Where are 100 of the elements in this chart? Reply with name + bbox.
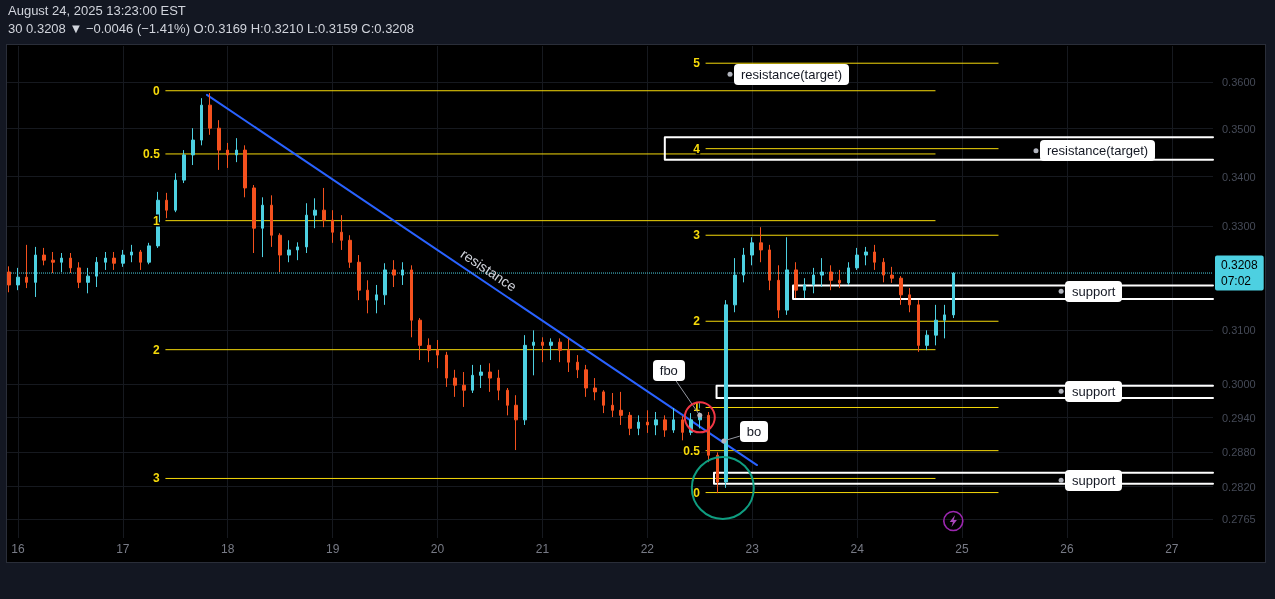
- candlestick: [427, 337, 431, 363]
- candlestick: [593, 377, 597, 401]
- candlestick: [523, 334, 527, 426]
- y-tick-label: 0.2880: [1222, 445, 1256, 458]
- candlestick: [313, 197, 317, 229]
- candlestick: [663, 414, 667, 438]
- candlestick: [147, 242, 151, 265]
- candlestick: [864, 246, 868, 266]
- x-tick-label: 20: [430, 542, 445, 556]
- candlestick: [462, 371, 466, 408]
- candlestick: [759, 226, 763, 263]
- x-tick-label: 18: [221, 542, 235, 556]
- candlestick: [497, 369, 500, 401]
- candlestick: [331, 209, 334, 244]
- candlestick: [322, 187, 326, 228]
- candlestick: [112, 251, 116, 271]
- x-tick-label: 26: [1060, 542, 1074, 556]
- series-label: 0.5: [683, 443, 701, 458]
- series-label: 2: [153, 342, 161, 357]
- annotation: resistance(target): [734, 63, 850, 85]
- candlestick: [908, 287, 911, 313]
- x-tick-label: 19: [325, 542, 340, 556]
- candlestick: [532, 329, 535, 376]
- candlestick: [287, 239, 291, 263]
- candlestick: [794, 261, 798, 299]
- candlestick: [838, 269, 841, 289]
- y-tick-label: 0.3400: [1222, 170, 1256, 183]
- candlestick: [943, 304, 946, 339]
- candlestick: [619, 391, 623, 426]
- candlestick: [855, 247, 859, 271]
- candlestick: [925, 329, 929, 351]
- candlestick: [637, 414, 640, 436]
- candlestick: [584, 364, 588, 398]
- candlestick: [208, 92, 212, 136]
- candlestick: [777, 264, 780, 319]
- candlestick: [77, 261, 81, 289]
- candlestick: [139, 249, 142, 271]
- candlestick: [882, 257, 885, 283]
- x-tick-label: 23: [745, 542, 760, 556]
- y-tick-label: 0.3300: [1222, 220, 1256, 233]
- candlestick: [917, 299, 920, 353]
- candlestick: [646, 409, 649, 434]
- candlestick: [829, 264, 833, 291]
- candlestick: [410, 264, 413, 338]
- chart-subtitle: 30 0.3208 ▼ −0.0046 (−1.41%) O:0.3169 H:0.3210 L:0.3159 C:0.3208: [8, 21, 415, 37]
- candlestick: [305, 202, 308, 254]
- candlestick: [51, 251, 55, 274]
- x-tick-label: 25: [955, 542, 970, 556]
- series-label: 0: [693, 485, 701, 500]
- candlestick: [445, 351, 448, 388]
- candlestick: [611, 392, 614, 418]
- candlestick: [873, 244, 876, 271]
- candlestick: [576, 354, 579, 379]
- candlestick: [899, 275, 903, 306]
- candlestick: [366, 279, 369, 314]
- y-tick-label: 0.3500: [1222, 122, 1256, 135]
- candlestick: [7, 265, 11, 293]
- annotation: bo: [739, 421, 769, 443]
- x-tick-label: 22: [640, 542, 655, 556]
- candlestick: [681, 415, 684, 441]
- x-tick-label: 24: [850, 542, 865, 556]
- candlestick: [340, 214, 343, 251]
- candlestick: [750, 236, 754, 266]
- candlestick: [235, 137, 238, 163]
- annotation: support: [1065, 280, 1123, 302]
- y-tick-label: 0.2940: [1222, 411, 1256, 424]
- candlestick: [357, 254, 361, 301]
- candlestick: [628, 411, 632, 436]
- candlestick: [654, 411, 658, 436]
- series-label: 0: [153, 83, 161, 98]
- series-label: 4: [693, 141, 701, 156]
- x-tick-label: 27: [1165, 542, 1179, 556]
- candlestick: [200, 97, 203, 146]
- candlestick: [541, 336, 544, 363]
- y-tick-label: 0.3100: [1222, 323, 1256, 336]
- annotation: support: [1065, 469, 1123, 491]
- candlestick: [182, 149, 186, 184]
- candlestick: [226, 142, 229, 169]
- candlestick: [174, 172, 177, 213]
- candlestick: [514, 394, 518, 451]
- candlestick: [121, 249, 125, 268]
- candlestick: [261, 196, 264, 258]
- candlestick: [934, 304, 938, 346]
- y-tick-label: 0.3000: [1222, 378, 1256, 391]
- candlestick: [191, 127, 195, 166]
- annotation: resistance(target): [1039, 140, 1156, 162]
- candlestick: [672, 407, 675, 434]
- candlestick: [890, 266, 894, 284]
- ref-line-label: 0.3208 07:02: [1221, 258, 1259, 289]
- candlestick: [278, 232, 282, 273]
- candlestick: [716, 451, 719, 494]
- candlestick: [42, 247, 46, 266]
- candlestick: [104, 251, 107, 271]
- y-tick-label: 0.2765: [1222, 513, 1256, 526]
- candlestick: [348, 234, 352, 269]
- candlestick: [296, 241, 299, 261]
- annotation: support: [1065, 380, 1123, 402]
- candlestick: [375, 284, 378, 314]
- y-tick-label: 0.2820: [1222, 480, 1256, 493]
- candlestick: [392, 259, 396, 288]
